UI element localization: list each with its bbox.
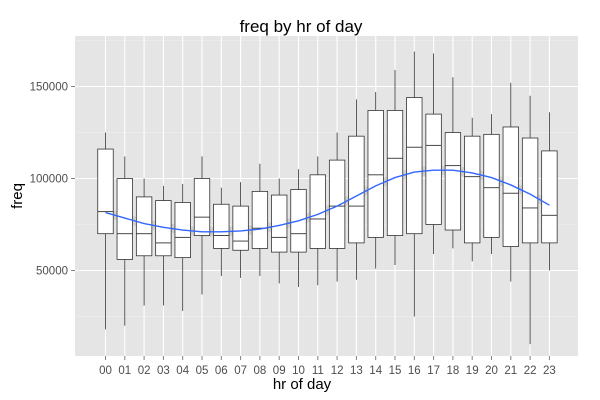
box-iqr — [135, 196, 153, 257]
x-tick-label: 11 — [312, 365, 324, 377]
box-iqr — [425, 113, 442, 225]
box-17 — [425, 53, 442, 254]
y-axis: 50000 100000 150000 — [30, 82, 75, 278]
box-iqr — [193, 178, 211, 236]
smooth-curve — [105, 169, 550, 233]
box-iqr — [406, 97, 423, 235]
box-iqr — [541, 150, 558, 244]
x-tick-label: 02 — [138, 365, 151, 377]
box-iqr — [251, 190, 269, 249]
box-18 — [444, 77, 462, 249]
x-axis: 00 01 02 03 04 05 06 07 08 09 10 11 12 13 14 15 16 17 18 19… — [99, 356, 556, 377]
x-tick-label: 12 — [331, 365, 344, 377]
box-07 — [232, 182, 249, 278]
x-tick-label: 14 — [369, 365, 382, 377]
box-iqr — [232, 205, 249, 251]
box-14 — [367, 92, 384, 269]
y-tick-label: 100000 — [30, 174, 68, 186]
box-iqr — [367, 110, 384, 238]
y-tick-label: 50000 — [36, 266, 68, 278]
box-iqr — [386, 110, 404, 236]
x-tick-label: 16 — [408, 365, 421, 377]
box-iqr — [444, 132, 462, 231]
x-tick-label: 10 — [292, 365, 305, 377]
x-tick-label: 20 — [485, 365, 498, 377]
x-tick-label: 06 — [215, 365, 228, 377]
box-06 — [213, 187, 230, 277]
x-tick-label: 22 — [524, 365, 537, 377]
box-12 — [328, 132, 346, 282]
x-tick-label: 19 — [466, 365, 479, 377]
x-tick-label: 03 — [157, 365, 170, 377]
x-tick-label: 13 — [350, 365, 363, 377]
box-08 — [251, 163, 269, 277]
x-tick-label: 21 — [504, 365, 517, 377]
y-axis-title: freq — [9, 183, 26, 209]
box-01 — [116, 156, 133, 326]
x-tick-label: 04 — [176, 365, 189, 377]
box-iqr — [464, 135, 481, 244]
box-iqr — [502, 126, 519, 247]
x-tick-label: 18 — [447, 365, 460, 377]
chart-title: freq by hr of day — [240, 17, 363, 36]
y-tick-label: 150000 — [30, 82, 68, 94]
x-tick-label: 00 — [99, 365, 112, 377]
box-iqr — [213, 203, 230, 249]
x-tick-label: 08 — [254, 365, 267, 377]
x-tick-label: 17 — [427, 365, 440, 377]
box-iqr — [483, 133, 500, 238]
box-02 — [135, 178, 153, 306]
smooth-line — [105, 169, 550, 233]
box-21 — [502, 82, 519, 282]
x-tick-label: 07 — [234, 365, 247, 377]
box-23 — [541, 112, 558, 271]
x-tick-label: 09 — [273, 365, 286, 377]
x-tick-label: 15 — [389, 365, 402, 377]
box-20 — [483, 114, 500, 254]
box-05 — [193, 156, 211, 295]
box-16 — [406, 51, 423, 317]
x-tick-label: 01 — [118, 365, 131, 377]
box-13 — [348, 99, 365, 280]
box-iqr — [348, 135, 365, 244]
box-15 — [386, 69, 404, 265]
box-iqr — [116, 178, 133, 260]
plot-panel — [75, 36, 578, 356]
boxes — [97, 51, 558, 345]
box-iqr — [328, 159, 346, 249]
x-tick-label: 05 — [196, 365, 209, 377]
box-00 — [97, 132, 114, 330]
x-axis-title: hr of day — [273, 376, 332, 393]
x-tick-label: 23 — [543, 365, 556, 377]
box-iqr — [521, 137, 539, 244]
box-19 — [464, 117, 481, 262]
box-09 — [271, 178, 288, 284]
box-iqr — [97, 148, 114, 235]
box-03 — [155, 185, 172, 306]
